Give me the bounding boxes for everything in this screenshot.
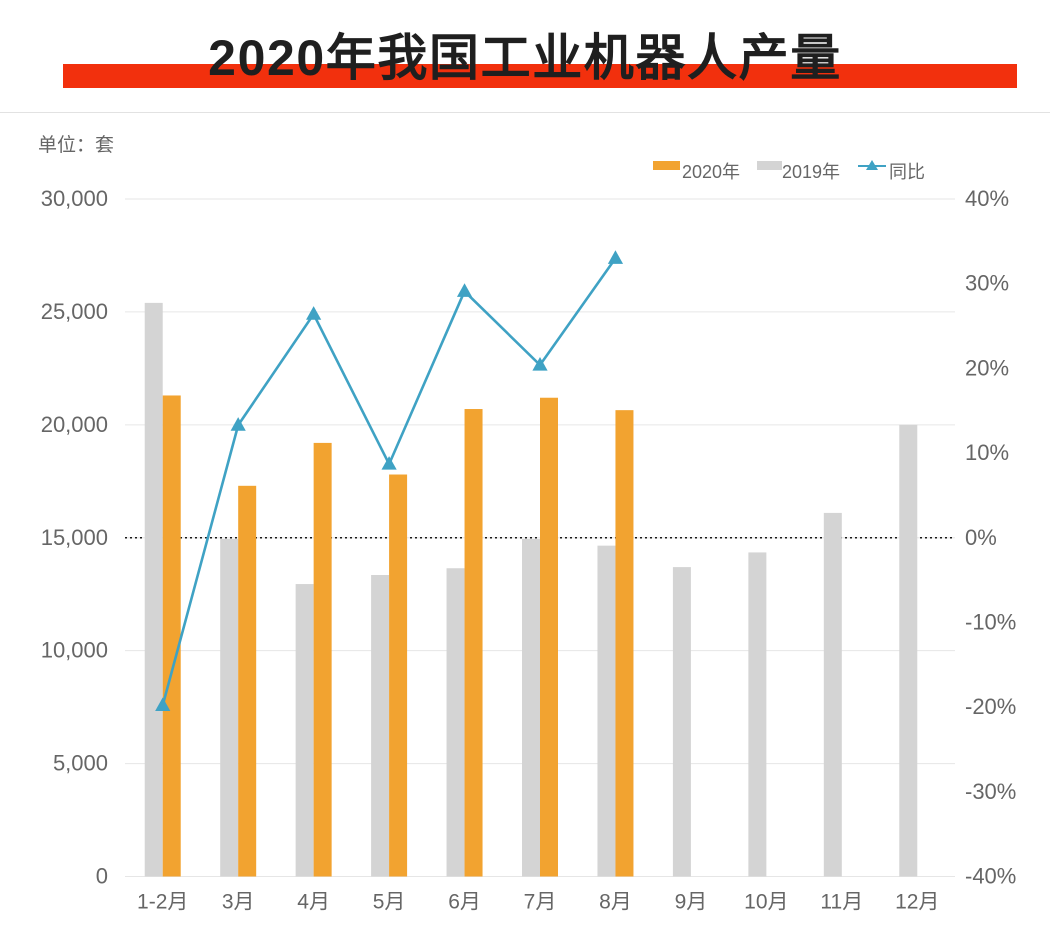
svg-text:3月: 3月 — [222, 891, 255, 914]
svg-text:10月: 10月 — [744, 891, 788, 914]
svg-text:30,000: 30,000 — [41, 186, 108, 211]
svg-text:-30%: -30% — [965, 779, 1016, 804]
svg-text:6月: 6月 — [448, 891, 481, 914]
svg-text:-40%: -40% — [965, 864, 1016, 889]
svg-text:1-2月: 1-2月 — [137, 891, 188, 914]
svg-text:11月: 11月 — [820, 891, 863, 914]
svg-text:10,000: 10,000 — [41, 638, 108, 663]
svg-text:5月: 5月 — [373, 891, 406, 914]
svg-text:4月: 4月 — [297, 891, 330, 914]
svg-text:-10%: -10% — [965, 609, 1016, 634]
svg-text:5,000: 5,000 — [53, 751, 108, 776]
svg-text:8月: 8月 — [599, 891, 632, 914]
svg-text:25,000: 25,000 — [41, 299, 108, 324]
svg-text:15,000: 15,000 — [41, 525, 108, 550]
svg-text:-20%: -20% — [965, 694, 1016, 719]
svg-text:12月: 12月 — [895, 891, 939, 914]
svg-text:30%: 30% — [965, 271, 1009, 296]
svg-text:20%: 20% — [965, 355, 1009, 380]
svg-text:40%: 40% — [965, 186, 1009, 211]
svg-text:10%: 10% — [965, 440, 1009, 465]
svg-text:20,000: 20,000 — [41, 412, 108, 437]
svg-text:0%: 0% — [965, 525, 997, 550]
svg-text:0: 0 — [96, 864, 108, 889]
svg-text:7月: 7月 — [524, 891, 557, 914]
svg-text:9月: 9月 — [675, 891, 708, 914]
